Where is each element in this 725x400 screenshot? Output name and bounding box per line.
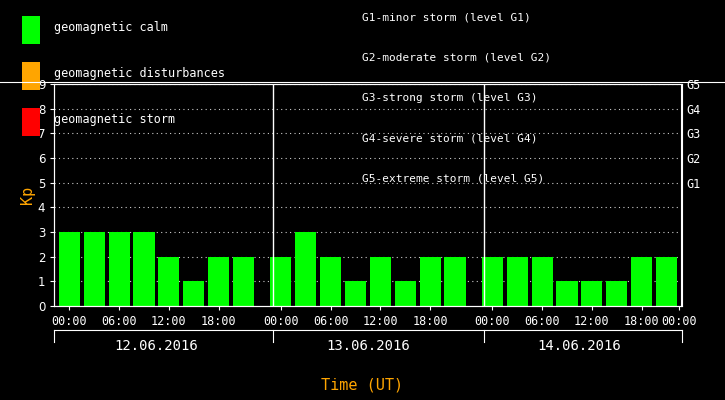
Bar [606, 281, 627, 306]
Bar [320, 257, 341, 306]
Bar [420, 257, 441, 306]
Bar [59, 232, 80, 306]
Text: G4-severe storm (level G4): G4-severe storm (level G4) [362, 133, 538, 143]
Text: 14.06.2016: 14.06.2016 [538, 339, 621, 353]
Bar [444, 257, 465, 306]
Bar [581, 281, 602, 306]
Bar [109, 232, 130, 306]
Text: 12.06.2016: 12.06.2016 [115, 339, 198, 353]
Bar [270, 257, 291, 306]
Text: geomagnetic storm: geomagnetic storm [54, 114, 175, 126]
Text: geomagnetic disturbances: geomagnetic disturbances [54, 68, 225, 80]
Bar [370, 257, 391, 306]
Bar [394, 281, 416, 306]
Bar [345, 281, 366, 306]
Bar [233, 257, 254, 306]
Bar [133, 232, 154, 306]
Bar [482, 257, 503, 306]
Text: G5-extreme storm (level G5): G5-extreme storm (level G5) [362, 173, 544, 183]
Text: G2-moderate storm (level G2): G2-moderate storm (level G2) [362, 53, 552, 63]
Bar [183, 281, 204, 306]
Bar [158, 257, 179, 306]
Text: Time (UT): Time (UT) [321, 377, 404, 392]
Text: geomagnetic calm: geomagnetic calm [54, 22, 168, 34]
Text: 13.06.2016: 13.06.2016 [326, 339, 410, 353]
Y-axis label: Kp: Kp [20, 186, 35, 204]
Bar [507, 257, 528, 306]
Text: G3-strong storm (level G3): G3-strong storm (level G3) [362, 93, 538, 103]
Bar [631, 257, 652, 306]
Bar [83, 232, 105, 306]
Bar [656, 257, 677, 306]
Bar [557, 281, 578, 306]
Bar [295, 232, 316, 306]
Bar [531, 257, 552, 306]
Text: G1-minor storm (level G1): G1-minor storm (level G1) [362, 13, 531, 23]
Bar [208, 257, 229, 306]
